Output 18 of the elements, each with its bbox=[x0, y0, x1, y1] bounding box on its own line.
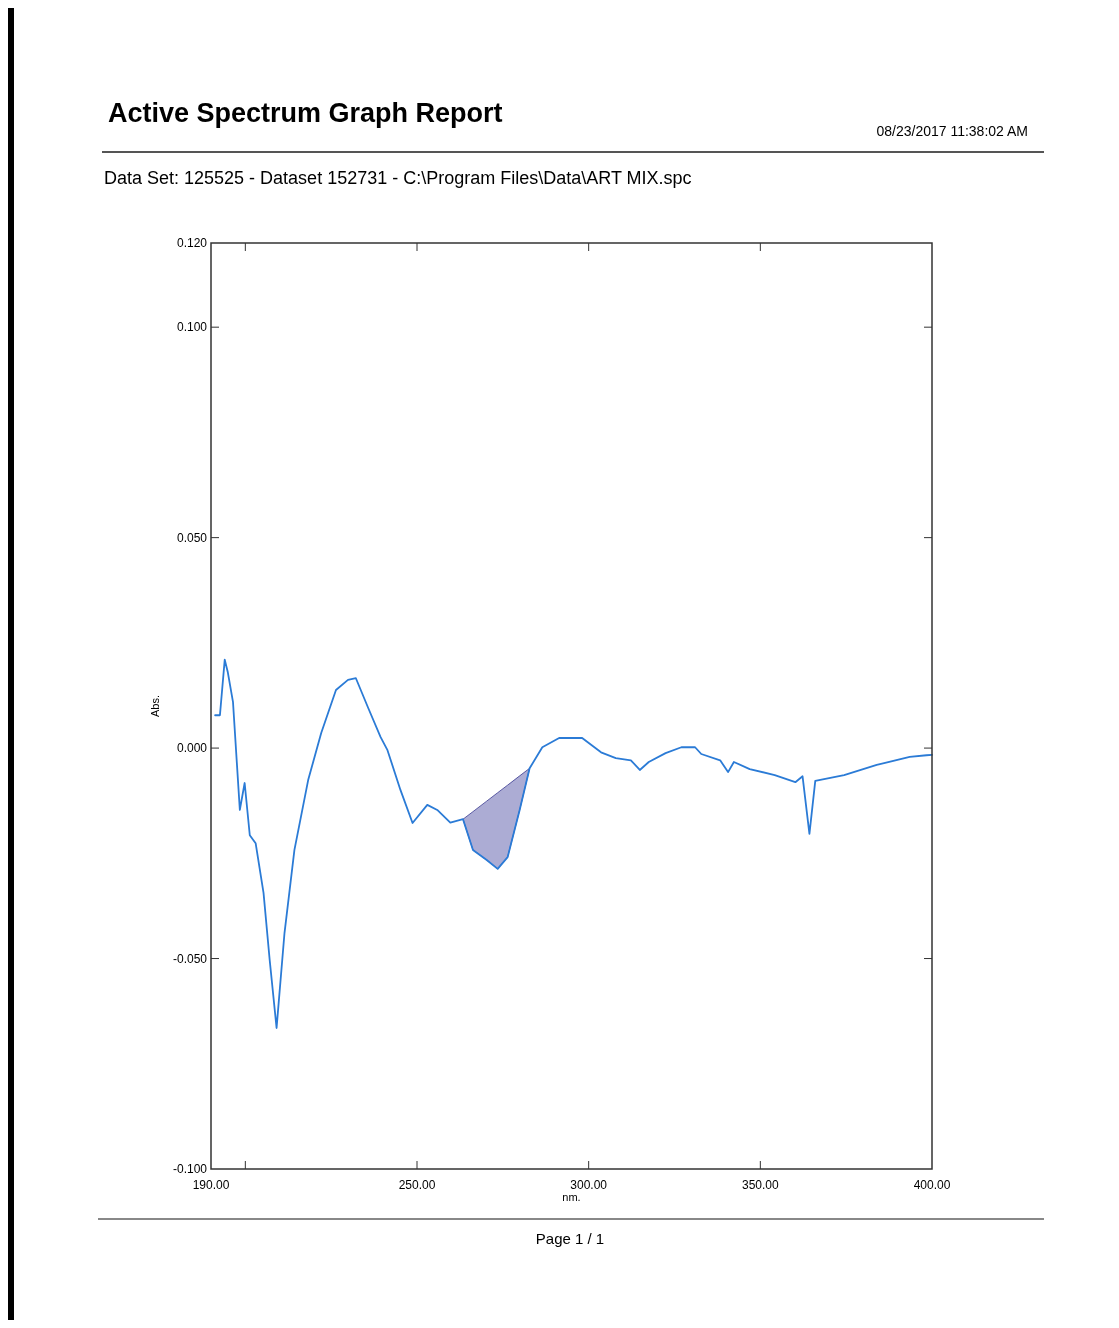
x-tick-label: 300.00 bbox=[570, 1178, 608, 1192]
y-tick-label: 0.100 bbox=[176, 320, 208, 335]
line-series bbox=[214, 658, 933, 1029]
x-tick-label: 190.00 bbox=[192, 1178, 230, 1192]
y-tick-label: -0.100 bbox=[172, 1162, 208, 1176]
x-tick-label: 350.00 bbox=[741, 1178, 780, 1192]
y-axis-title: Abs. bbox=[149, 694, 161, 718]
x-axis-title: nm. bbox=[562, 1191, 581, 1203]
x-tick-label: 250.00 bbox=[398, 1178, 436, 1192]
chart-subtitle: Data Set: 125525 - Dataset 152731 - C:\Program Files\Data\ART MIX.spc bbox=[104, 168, 692, 188]
chart-title: Active Spectrum Graph Report bbox=[108, 98, 503, 128]
y-tick-label: 0.000 bbox=[176, 741, 208, 756]
text: 08/23/2017 11:38:02 AM bbox=[876, 123, 1028, 139]
x-tick-label: 400.00 bbox=[913, 1178, 951, 1192]
y-tick-label: -0.050 bbox=[172, 951, 208, 966]
text: Page 1 / 1 bbox=[535, 1230, 605, 1247]
y-tick-label: 0.120 bbox=[176, 236, 208, 250]
y-tick-label: 0.050 bbox=[176, 530, 208, 545]
